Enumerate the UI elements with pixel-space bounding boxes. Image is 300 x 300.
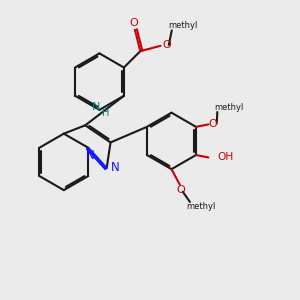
Text: N: N bbox=[111, 161, 120, 175]
Text: methyl: methyl bbox=[168, 20, 198, 29]
Text: OH: OH bbox=[217, 152, 234, 162]
Text: methyl: methyl bbox=[214, 103, 243, 112]
Text: methyl: methyl bbox=[187, 202, 216, 211]
Text: H: H bbox=[102, 108, 110, 118]
Text: N: N bbox=[92, 102, 100, 112]
Text: O: O bbox=[129, 18, 138, 28]
Text: O: O bbox=[163, 40, 171, 50]
Text: O: O bbox=[209, 119, 218, 129]
Text: N: N bbox=[86, 149, 95, 162]
Text: O: O bbox=[177, 185, 185, 195]
